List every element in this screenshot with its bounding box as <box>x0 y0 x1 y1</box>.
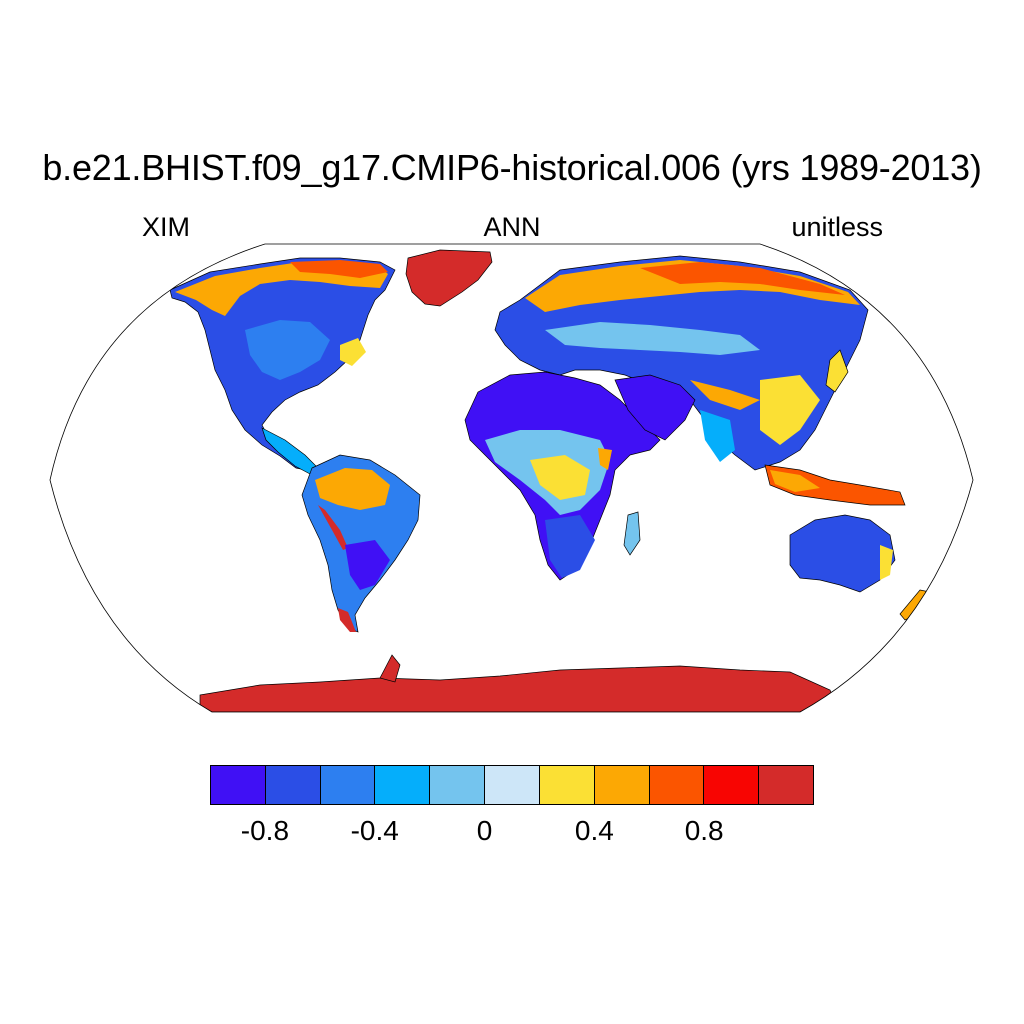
japan-region <box>825 349 849 393</box>
colorbar-cell <box>485 766 540 804</box>
plot-title: b.e21.BHIST.f09_g17.CMIP6-historical.006… <box>42 147 982 188</box>
colorbar-tick-label: -0.8 <box>240 815 290 846</box>
season-label: ANN <box>483 212 541 242</box>
central-america-region <box>261 427 321 476</box>
colorbar-cell <box>594 766 650 804</box>
greenland-region <box>405 249 493 307</box>
colorbar-cell <box>704 766 760 804</box>
colorbar-cell <box>320 766 376 804</box>
antarctica-region <box>199 665 841 712</box>
colorbar <box>210 765 814 805</box>
madagascar-region <box>623 511 641 556</box>
colorbar-cell <box>649 766 705 804</box>
colorbar-cell <box>265 766 321 804</box>
colorbar-cell <box>759 766 813 804</box>
colorbar-tick-label: 0.4 <box>574 815 614 846</box>
arabia-region <box>614 374 696 441</box>
colorbar-cell <box>375 766 431 804</box>
variable-label: XIM <box>142 212 191 242</box>
map-frame <box>49 243 974 713</box>
colorbar-cell <box>539 766 595 804</box>
colorbar-tick-label: -0.4 <box>350 815 399 846</box>
colorbar-cell <box>430 766 486 804</box>
new-zealand-region <box>899 589 931 621</box>
units-label: unitless <box>791 212 883 242</box>
colorbar-cell <box>211 766 266 804</box>
australia-region <box>789 514 896 593</box>
colorbar-tick-label: 0.8 <box>684 815 724 846</box>
colorbar-tick-label: 0 <box>476 815 493 846</box>
